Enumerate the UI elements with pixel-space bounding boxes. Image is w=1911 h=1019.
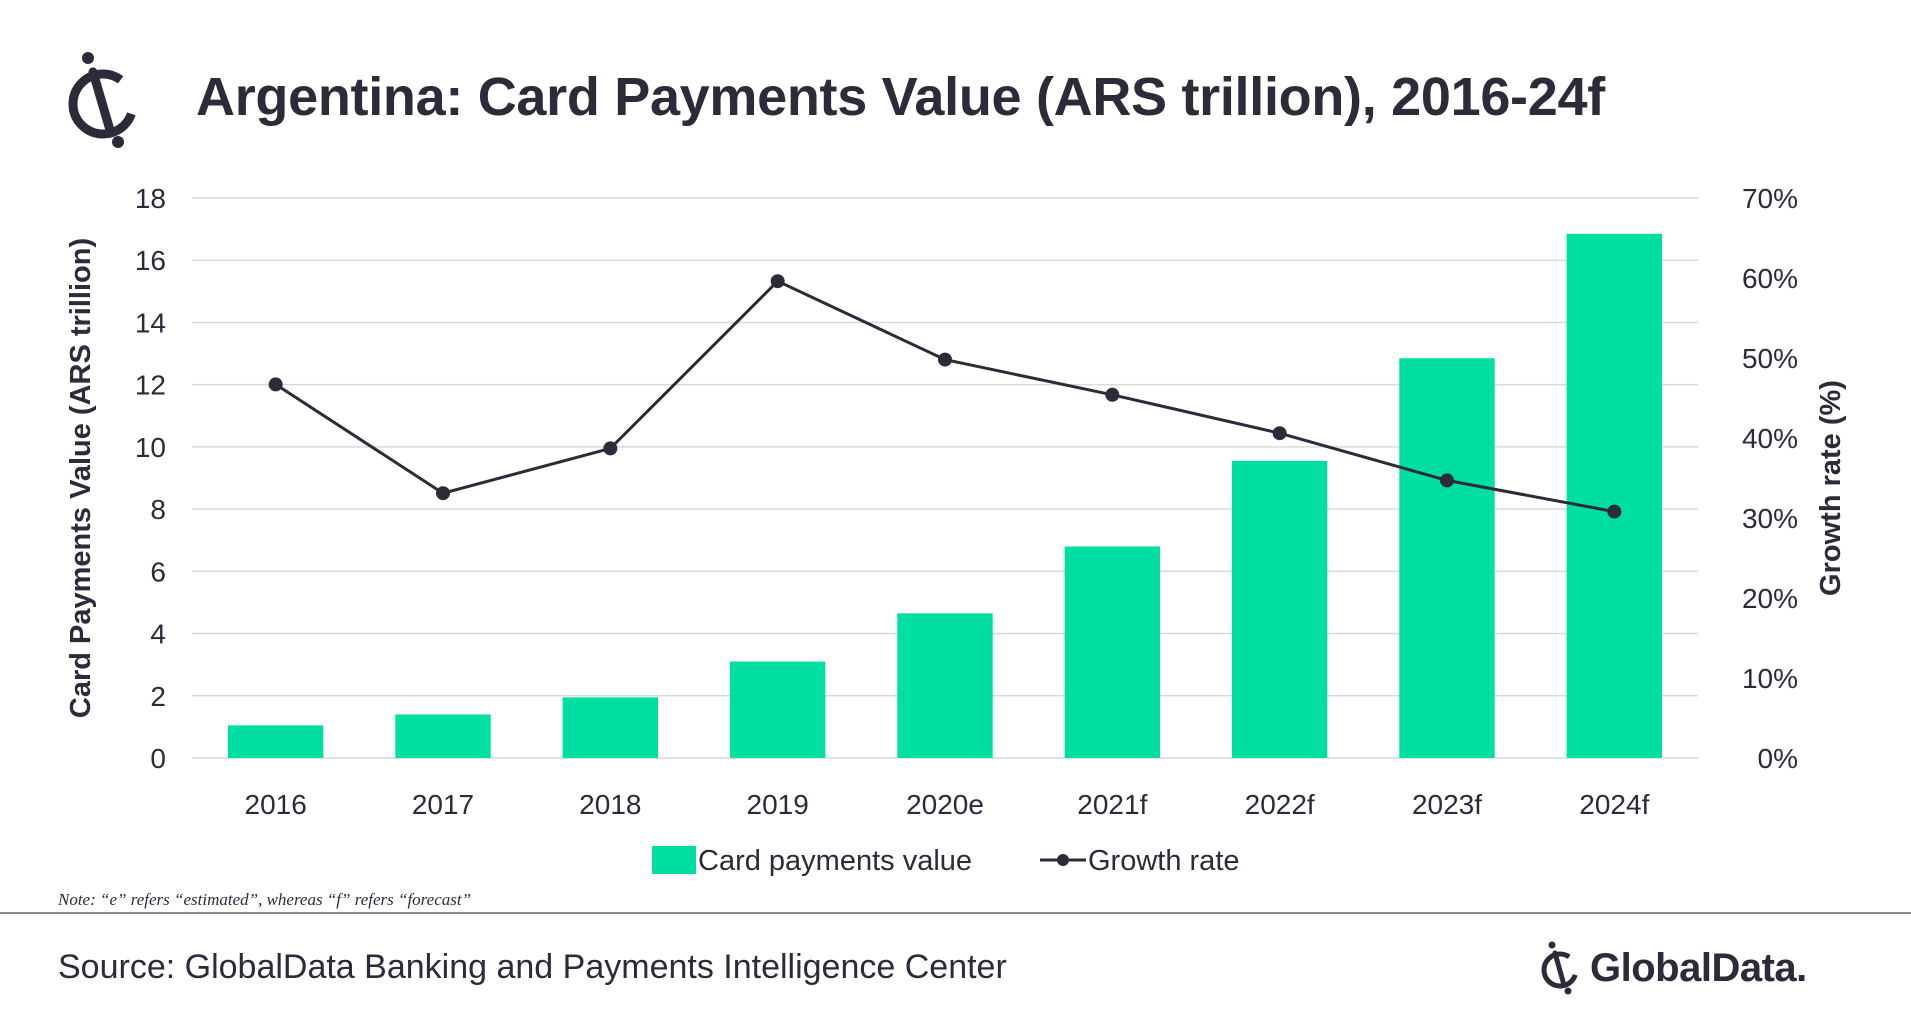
chart-title: Argentina: Card Payments Value (ARS tril… xyxy=(196,67,1605,127)
y-tick-label: 10 xyxy=(135,432,166,463)
y-tick-label: 12 xyxy=(135,370,166,401)
y-tick-label: 2 xyxy=(150,681,166,712)
globaldata-logo-icon xyxy=(1541,941,1579,995)
bar xyxy=(227,725,324,758)
y-tick-label: 16 xyxy=(135,245,166,276)
y-axis-title: Card Payments Value (ARS trillion) xyxy=(65,238,97,718)
bar xyxy=(395,714,491,758)
bar xyxy=(1399,358,1495,758)
legend-label-line: Growth rate xyxy=(1088,845,1240,877)
x-tick-label: 2017 xyxy=(412,789,474,820)
growth-rate-point xyxy=(1272,426,1287,441)
footnote: Note: “e” refers “estimated”, whereas “f… xyxy=(58,890,472,909)
legend-swatch-point xyxy=(1057,854,1069,866)
x-tick-label: 2022f xyxy=(1245,789,1315,820)
legend-swatch-bar xyxy=(652,846,696,874)
legend-label-bar: Card payments value xyxy=(698,845,972,877)
y2-axis-title: Growth rate (%) xyxy=(1815,380,1847,596)
bar xyxy=(1064,546,1161,758)
bar xyxy=(897,613,993,758)
y-tick-label: 4 xyxy=(150,619,166,650)
x-tick-label: 2018 xyxy=(579,789,641,820)
y2-tick-label: 40% xyxy=(1742,423,1798,454)
bar xyxy=(562,697,659,758)
y2-tick-label: 60% xyxy=(1742,263,1798,294)
bar xyxy=(1231,460,1328,758)
growth-rate-point xyxy=(1607,504,1622,519)
brand-name: GlobalData. xyxy=(1590,945,1807,990)
y2-tick-label: 50% xyxy=(1742,343,1798,374)
x-tick-label: 2021f xyxy=(1077,789,1147,820)
divider xyxy=(0,912,1911,914)
x-tick-label: 2023f xyxy=(1412,789,1482,820)
growth-rate-point xyxy=(603,441,618,456)
x-tick-label: 2019 xyxy=(747,789,809,820)
y-tick-label: 18 xyxy=(135,183,166,214)
x-tick-label: 2020e xyxy=(906,789,984,820)
y-tick-label: 0 xyxy=(150,743,166,774)
y2-tick-label: 0% xyxy=(1758,743,1798,774)
bar xyxy=(729,661,826,758)
x-tick-label: 2016 xyxy=(245,789,307,820)
brand-logo: GlobalData. xyxy=(1538,938,1807,998)
y-tick-label: 8 xyxy=(150,494,166,525)
bar xyxy=(1566,233,1663,758)
growth-rate-point xyxy=(268,377,283,392)
growth-rate-point xyxy=(1105,387,1120,402)
growth-rate-point xyxy=(938,352,952,367)
growth-rate-point xyxy=(1440,473,1454,488)
y2-tick-label: 10% xyxy=(1742,663,1798,694)
x-tick-label: 2024f xyxy=(1579,789,1649,820)
growth-rate-point xyxy=(436,486,450,501)
y2-tick-label: 20% xyxy=(1742,583,1798,614)
y-tick-label: 6 xyxy=(150,556,166,587)
brand-mark-icon xyxy=(68,52,138,148)
y-tick-label: 14 xyxy=(135,307,166,338)
y2-tick-label: 70% xyxy=(1742,183,1798,214)
y2-tick-label: 30% xyxy=(1742,503,1798,534)
growth-rate-point xyxy=(770,274,785,289)
source-text: Source: GlobalData Banking and Payments … xyxy=(58,948,1007,986)
